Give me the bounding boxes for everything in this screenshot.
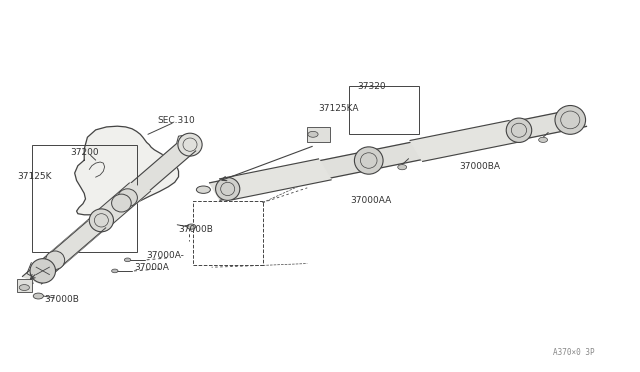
Text: A370×0 3P: A370×0 3P: [552, 348, 594, 357]
Ellipse shape: [506, 118, 532, 142]
Text: 37000BA: 37000BA: [459, 163, 500, 171]
Circle shape: [397, 164, 406, 170]
Ellipse shape: [216, 177, 240, 201]
Text: 37000A: 37000A: [134, 263, 169, 272]
Circle shape: [111, 269, 118, 273]
Ellipse shape: [196, 186, 211, 193]
Ellipse shape: [355, 147, 383, 174]
Text: 37000A-: 37000A-: [147, 251, 184, 260]
Text: 37000AA: 37000AA: [351, 196, 392, 205]
Polygon shape: [46, 221, 106, 264]
Circle shape: [539, 137, 548, 142]
Ellipse shape: [89, 209, 113, 232]
Polygon shape: [172, 135, 199, 160]
Circle shape: [19, 285, 29, 291]
Text: 37320: 37320: [357, 82, 385, 91]
Polygon shape: [210, 109, 586, 200]
Ellipse shape: [555, 106, 586, 134]
Bar: [193, 201, 262, 265]
Circle shape: [33, 293, 44, 299]
Text: SEC.310: SEC.310: [157, 116, 195, 125]
Text: 37200: 37200: [70, 148, 99, 157]
Polygon shape: [75, 126, 179, 215]
Polygon shape: [91, 183, 150, 224]
Text: 37125K: 37125K: [17, 171, 52, 181]
Polygon shape: [410, 121, 522, 161]
Circle shape: [124, 258, 131, 262]
Bar: [17, 279, 32, 292]
Polygon shape: [22, 144, 196, 284]
Bar: [349, 86, 419, 134]
Ellipse shape: [178, 133, 202, 156]
Text: 37000B: 37000B: [45, 295, 79, 304]
Polygon shape: [220, 159, 331, 200]
Bar: [32, 145, 137, 253]
Ellipse shape: [118, 189, 138, 207]
Ellipse shape: [30, 259, 56, 283]
Text: 37125KA: 37125KA: [319, 105, 359, 113]
Circle shape: [187, 224, 196, 229]
Bar: [307, 127, 330, 142]
Text: 37000B: 37000B: [179, 225, 213, 234]
Ellipse shape: [45, 251, 65, 269]
Ellipse shape: [111, 194, 131, 212]
Circle shape: [308, 131, 318, 137]
